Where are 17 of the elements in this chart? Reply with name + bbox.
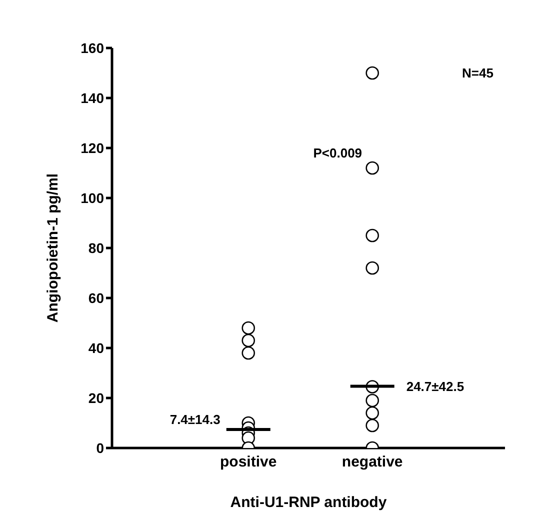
annotation: 7.4±14.3 (170, 412, 220, 428)
y-tick-label: 120 (80, 140, 104, 156)
y-tick-label: 100 (80, 190, 104, 206)
y-tick-label: 40 (88, 340, 104, 356)
y-tick-label: 60 (88, 290, 104, 306)
annotation: P<0.009 (313, 146, 362, 161)
y-tick-label: 20 (88, 390, 104, 406)
y-tick-label: 0 (96, 440, 104, 456)
y-tick-label: 160 (80, 40, 104, 56)
y-axis-title: Angiopoietin-1 pg/ml (44, 173, 62, 323)
annotation: 24.7±42.5 (406, 378, 464, 394)
y-tick-label: 140 (80, 90, 104, 106)
x-axis-title: Anti-U1-RNP antibody (230, 494, 388, 511)
x-tick-label: negative (342, 454, 403, 471)
y-tick-label: 80 (88, 240, 104, 256)
annotation: N=45 (462, 66, 494, 81)
x-tick-label: positive (220, 454, 277, 471)
